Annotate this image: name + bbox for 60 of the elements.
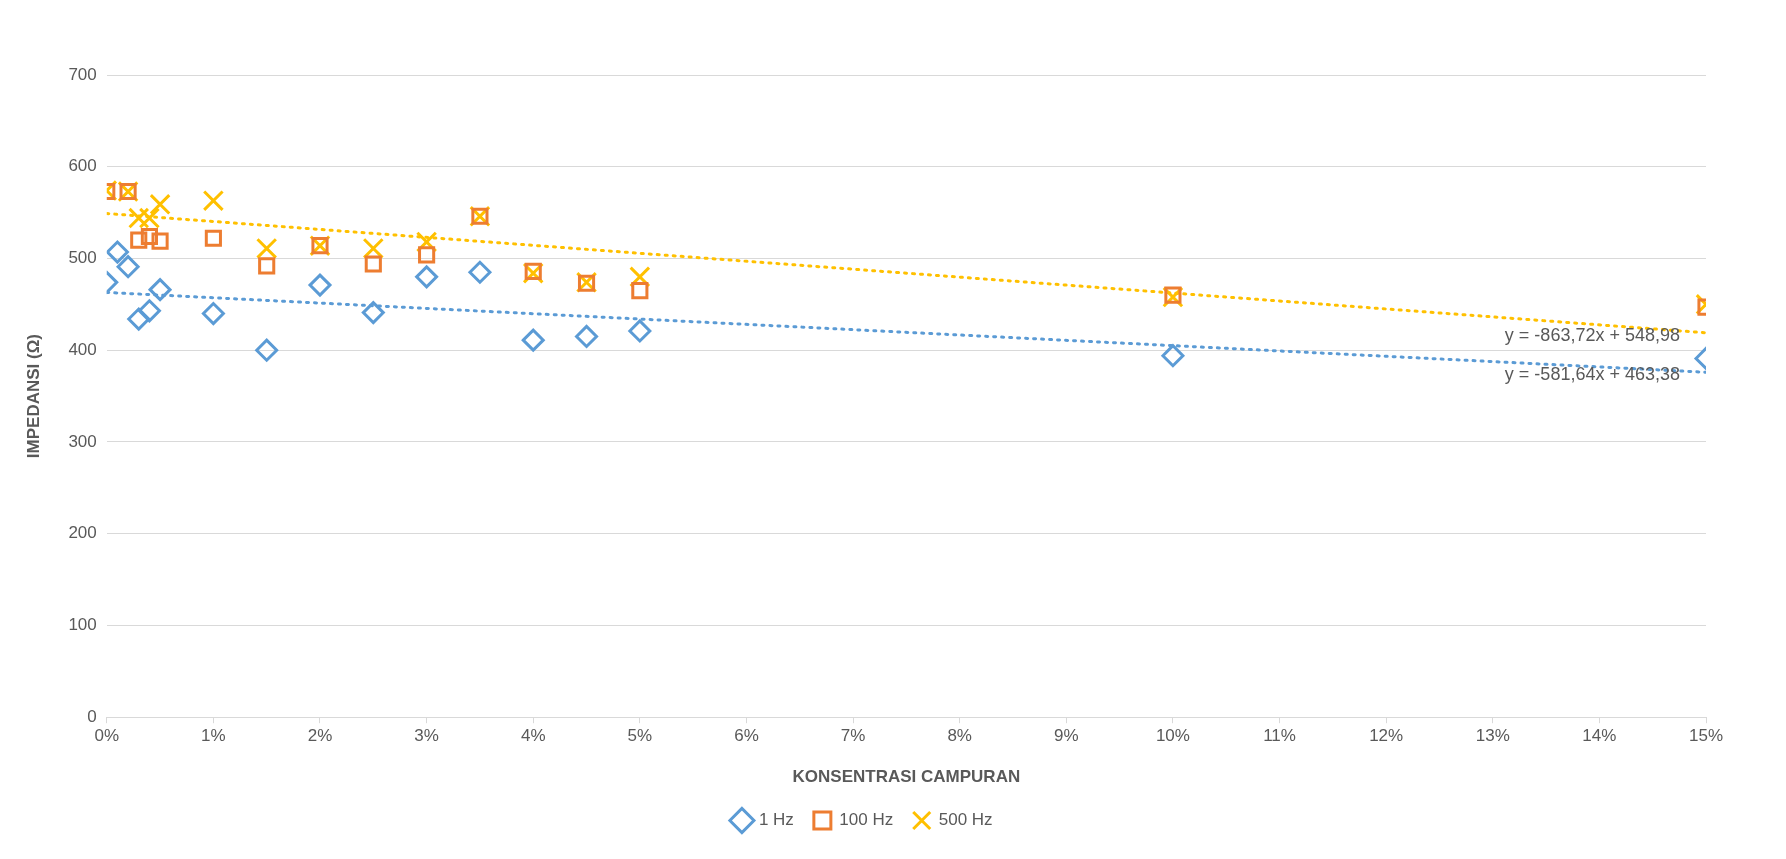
point xyxy=(137,299,161,323)
x-tick-label: 0% xyxy=(94,726,120,746)
point xyxy=(149,193,171,216)
legend-label: 500 Hz xyxy=(938,810,993,830)
x-tick-label: 8% xyxy=(947,726,972,746)
x-tick-label: 15% xyxy=(1688,726,1724,746)
point xyxy=(258,257,276,275)
y-tick-label: 400 xyxy=(68,339,97,359)
x-axis-title: KONSENTRASI CAMPURAN xyxy=(792,767,1021,787)
point xyxy=(521,328,545,352)
point xyxy=(151,232,169,250)
point xyxy=(255,338,279,362)
annotation: y = -581,64x + 463,38 xyxy=(1504,363,1680,384)
point xyxy=(256,237,278,260)
x-tick-label: 10% xyxy=(1155,726,1190,746)
point xyxy=(127,307,151,331)
point xyxy=(140,227,158,246)
point xyxy=(628,319,652,343)
point xyxy=(204,229,222,247)
point xyxy=(138,207,161,229)
y-tick-label: 300 xyxy=(68,431,97,451)
annotation: y = -863,72x + 548,98 xyxy=(1504,324,1680,345)
point xyxy=(116,255,140,279)
y-tick-label: 700 xyxy=(68,64,97,84)
point xyxy=(364,255,382,273)
x-tick-label: 6% xyxy=(734,726,759,746)
y-tick-label: 0 xyxy=(87,706,97,726)
x-tick-label: 14% xyxy=(1582,726,1617,746)
point xyxy=(1161,344,1185,368)
point xyxy=(148,278,172,302)
point xyxy=(468,260,492,284)
y-tick-label: 100 xyxy=(68,615,97,635)
point xyxy=(106,240,129,264)
x-tick-label: 9% xyxy=(1054,726,1079,746)
y-axis-title: IMPEDANSI (Ω) xyxy=(23,334,43,459)
point xyxy=(415,265,439,289)
legend-label: 1 Hz xyxy=(758,810,794,830)
point xyxy=(362,237,384,260)
point xyxy=(361,301,385,325)
x-tick-label: 1% xyxy=(201,726,226,746)
point xyxy=(201,302,225,326)
y-tick-label: 200 xyxy=(68,523,97,543)
point xyxy=(418,246,436,264)
x-tick-label: 3% xyxy=(414,726,439,746)
point xyxy=(631,282,649,300)
y-tick-label: 500 xyxy=(68,248,97,268)
y-tick-label: 600 xyxy=(68,156,97,176)
x-tick-label: 13% xyxy=(1475,726,1510,746)
x-tick-label: 5% xyxy=(627,726,653,746)
x-tick-label: 2% xyxy=(307,726,333,746)
x-tick-label: 12% xyxy=(1369,726,1404,746)
x-tick-label: 11% xyxy=(1263,726,1296,746)
point xyxy=(130,231,148,249)
x-tick-label: 7% xyxy=(840,726,866,746)
x-tick-label: 4% xyxy=(520,726,546,746)
point xyxy=(575,324,599,348)
legend-label: 100 Hz xyxy=(839,810,894,830)
point xyxy=(202,190,225,212)
point xyxy=(308,273,332,297)
point xyxy=(128,207,150,229)
